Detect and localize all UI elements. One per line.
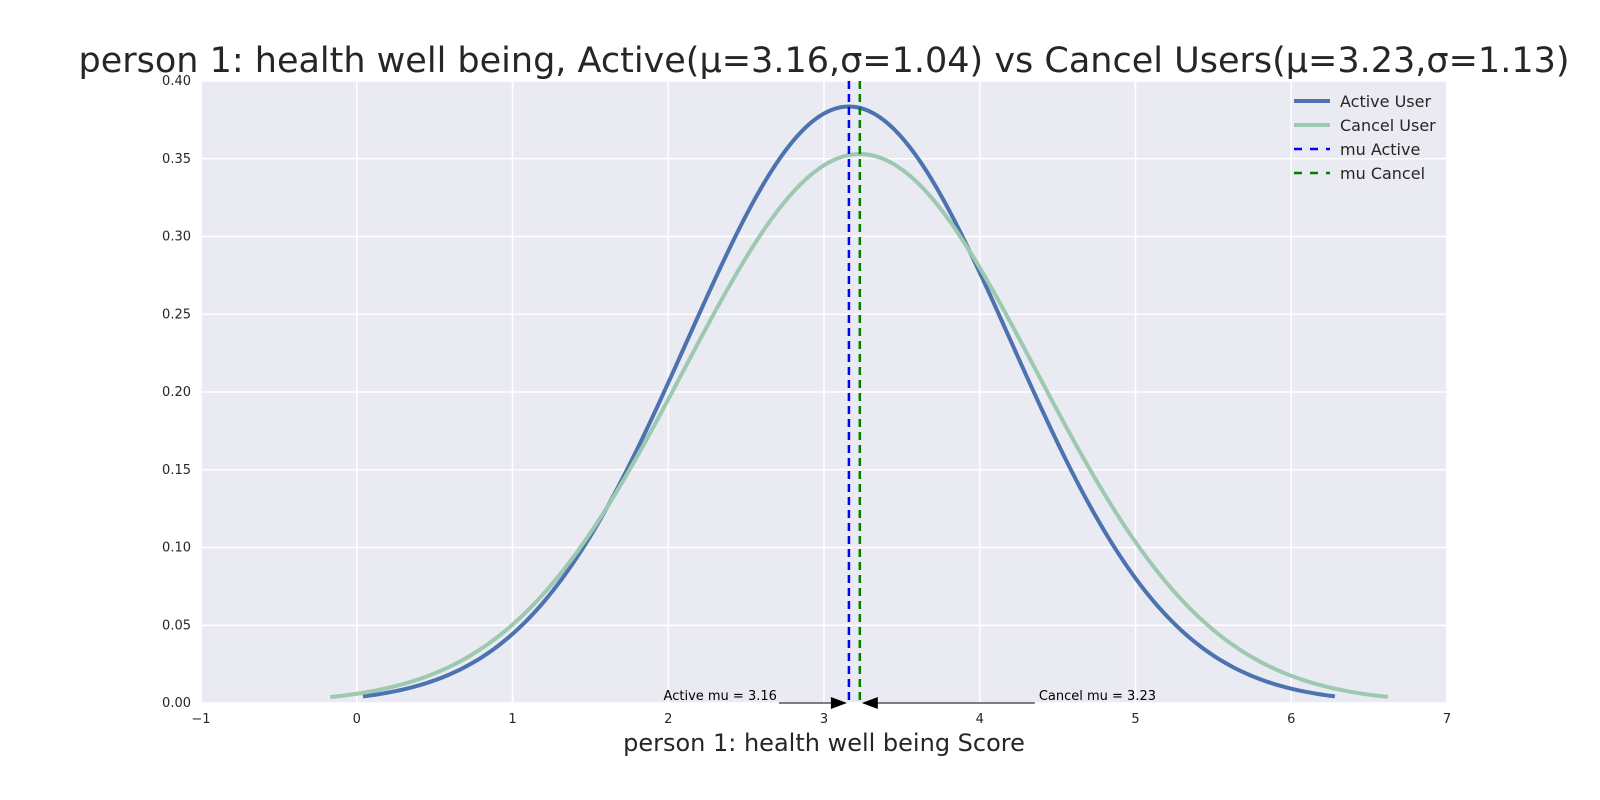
annotation-arrowhead-active [830, 697, 847, 709]
x-tick-label: 3 [820, 712, 828, 727]
tick-labels: −1 0 1 2 3 4 5 6 7 0.00 0.05 0.10 0.15 0.20 0.25 0.30 0.… [162, 74, 1451, 727]
y-tick-label: 0.30 [162, 230, 191, 245]
chart-title: person 1: health well being, Active(μ=3.… [78, 41, 1569, 81]
x-tick-label: 7 [1443, 712, 1451, 727]
y-tick-label: 0.05 [162, 618, 191, 633]
x-tick-label: 1 [508, 712, 516, 727]
x-tick-label: 6 [1287, 712, 1295, 727]
y-tick-label: 0.25 [162, 307, 191, 322]
series-line-cancel-user [330, 152, 1389, 700]
legend-label-mu-active: mu Active [1340, 140, 1420, 159]
legend-label-mu-cancel: mu Cancel [1340, 164, 1425, 183]
annotation-cancel-mu: Cancel mu = 3.23 [1039, 689, 1156, 704]
series-layer [330, 104, 1389, 700]
legend-label-cancel-user: Cancel User [1340, 116, 1436, 135]
series-line-active-user [362, 104, 1336, 699]
annotation-active-mu: Active mu = 3.16 [664, 689, 777, 704]
x-tick-label: −1 [191, 712, 210, 727]
annotation-arrowhead-cancel [861, 697, 878, 709]
legend-label-active-user: Active User [1340, 92, 1431, 111]
legend: Active User Cancel User mu Active mu Cancel [1294, 92, 1436, 183]
x-axis-label: person 1: health well being Score [623, 729, 1025, 757]
y-tick-label: 0.15 [162, 463, 191, 478]
x-tick-label: 4 [976, 712, 984, 727]
y-tick-label: 0.35 [162, 152, 191, 167]
x-tick-label: 5 [1131, 712, 1139, 727]
y-tick-label: 0.00 [162, 696, 191, 711]
y-tick-label: 0.10 [162, 541, 191, 556]
x-tick-label: 2 [664, 712, 672, 727]
y-tick-label: 0.40 [162, 74, 191, 89]
x-tick-label: 0 [353, 712, 361, 727]
annotation-layer: Active mu = 3.16 Cancel mu = 3.23 [664, 689, 1156, 709]
y-tick-label: 0.20 [162, 385, 191, 400]
